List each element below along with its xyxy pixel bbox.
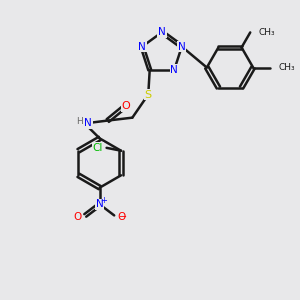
Text: −: − <box>119 212 127 222</box>
Text: N: N <box>178 42 186 52</box>
Text: S: S <box>145 89 152 100</box>
Text: N: N <box>96 200 103 209</box>
Text: N: N <box>158 27 166 37</box>
Text: N: N <box>138 42 146 52</box>
Text: CH₃: CH₃ <box>279 63 295 72</box>
Text: O: O <box>122 101 130 111</box>
Text: +: + <box>100 196 107 205</box>
Text: Cl: Cl <box>93 143 103 153</box>
Text: N: N <box>84 118 92 128</box>
Text: O: O <box>74 212 82 222</box>
Text: N: N <box>170 65 178 75</box>
Text: H: H <box>76 117 83 126</box>
Text: O: O <box>118 212 126 222</box>
Text: CH₃: CH₃ <box>258 28 275 37</box>
